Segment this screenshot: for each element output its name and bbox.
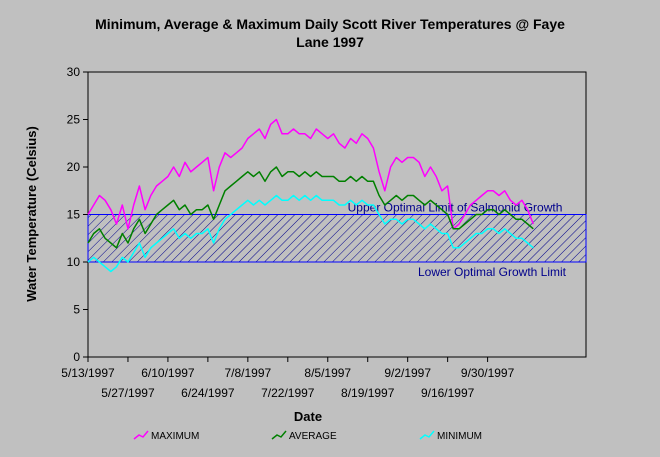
series-layer: [87, 118, 534, 273]
x-tick-label: 6/24/1997: [181, 386, 235, 400]
legend-swatch: [419, 430, 435, 440]
x-axis-label: Date: [294, 409, 322, 424]
axis-layer: 0 5 10 15 20 25 30 5/13/1997 6/10/1997 7/8/1997 8/…: [61, 65, 514, 400]
y-tick-label: 15: [67, 208, 81, 222]
legend-label: MAXIMUM: [151, 431, 199, 442]
x-tick-label: 8/5/1997: [304, 366, 351, 380]
y-axis-label: Water Temperature (Celsius): [24, 126, 39, 302]
x-tick-label: 7/22/1997: [261, 386, 315, 400]
legend-label: AVERAGE: [289, 431, 337, 442]
x-tick-label: 9/16/1997: [421, 386, 475, 400]
chart-title-line-1: Minimum, Average & Maximum Daily Scott R…: [95, 16, 565, 32]
y-tick-label: 10: [67, 255, 81, 269]
x-tick-label: 7/8/1997: [224, 366, 271, 380]
legend-swatch: [133, 430, 149, 440]
series-line-average: [87, 166, 534, 249]
series-line-maximum: [87, 118, 534, 230]
legend-item-average: AVERAGE: [271, 430, 337, 442]
x-tick-label: 6/10/1997: [141, 366, 195, 380]
x-tick-label: 5/27/1997: [101, 386, 155, 400]
legend-item-maximum: MAXIMUM: [133, 430, 199, 442]
optimal-growth-band: [87, 214, 587, 263]
legend-layer: MAXIMUM AVERAGE MINIMUM: [133, 430, 482, 442]
x-tick-label: 8/19/1997: [341, 386, 395, 400]
upper-limit-label: Upper Optimal Limit of Salmonid Growth: [348, 201, 563, 215]
legend-swatch: [271, 430, 287, 440]
lower-limit-label: Lower Optimal Growth Limit: [418, 265, 567, 279]
optimal-band-layer: Upper Optimal Limit of Salmonid Growth Lo…: [87, 201, 587, 279]
x-tick-label: 9/2/1997: [384, 366, 431, 380]
legend-label: MINIMUM: [437, 431, 482, 442]
y-tick-label: 20: [67, 160, 81, 174]
y-tick-label: 0: [73, 350, 80, 364]
y-tick-label: 5: [73, 303, 80, 317]
y-tick-label: 25: [67, 113, 81, 127]
x-tick-label: 9/30/1997: [461, 366, 515, 380]
chart-title-line-2: Lane 1997: [296, 34, 364, 50]
legend-item-minimum: MINIMUM: [419, 430, 482, 442]
x-tick-label: 5/13/1997: [61, 366, 115, 380]
y-tick-label: 30: [67, 65, 81, 79]
series-line-minimum: [87, 194, 534, 273]
